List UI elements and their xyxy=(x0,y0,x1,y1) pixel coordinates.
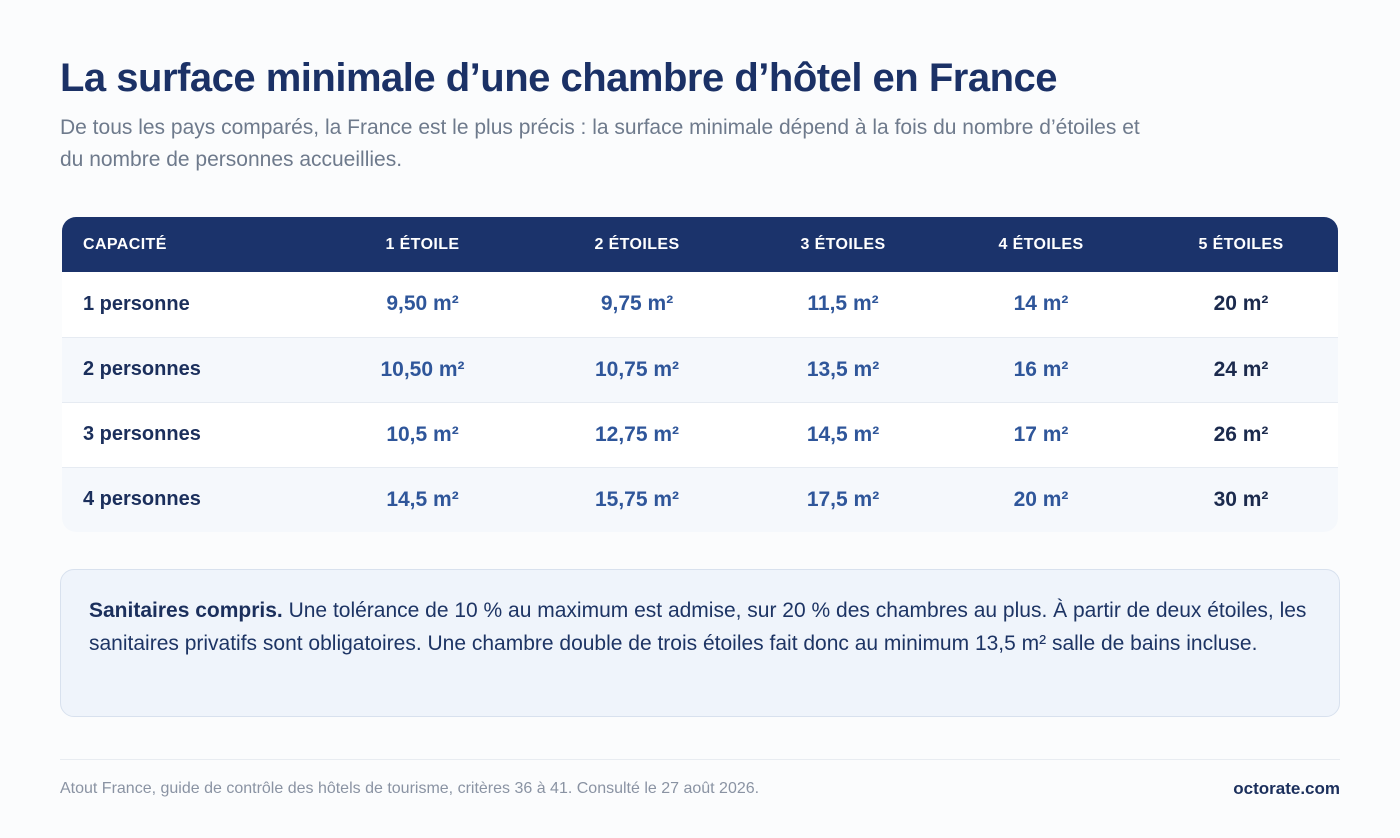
sanitary-note-box: Sanitaires compris. Une tolérance de 10 … xyxy=(60,569,1340,717)
cell-3-stars: 13,5 m² xyxy=(806,357,880,381)
table-row: 1 personne 9,50 m² 9,75 m² 11,5 m² 14 m²… xyxy=(62,272,1338,337)
cell-3-stars: 11,5 m² xyxy=(807,292,879,316)
cell-4-stars: 16 m² xyxy=(1013,357,1069,381)
header-1-star: 1 ÉTOILE xyxy=(385,235,460,253)
cell-1-star: 10,50 m² xyxy=(380,357,465,381)
header-4-stars: 4 ÉTOILES xyxy=(998,235,1084,253)
header-5-stars: 5 ÉTOILES xyxy=(1198,235,1284,253)
table-header-row: CAPACITÉ 1 ÉTOILE 2 ÉTOILES 3 ÉTOILES 4 … xyxy=(62,217,1338,272)
note-text: Une tolérance de 10 % au maximum est adm… xyxy=(89,599,1307,655)
source-citation: Atout France, guide de contrôle des hôte… xyxy=(60,780,760,797)
brand-link[interactable]: octorate.com xyxy=(1233,779,1340,798)
cell-1-star: 14,5 m² xyxy=(386,487,459,511)
header-3-stars: 3 ÉTOILES xyxy=(800,235,886,253)
cell-2-stars: 15,75 m² xyxy=(594,487,680,511)
page: La surface minimale d’une chambre d’hôte… xyxy=(60,0,1340,838)
row-capacity: 3 personnes xyxy=(83,423,201,445)
cell-5-stars: 20 m² xyxy=(1213,292,1269,316)
surface-table-container: CAPACITÉ 1 ÉTOILE 2 ÉTOILES 3 ÉTOILES 4 … xyxy=(62,217,1338,532)
cell-4-stars: 20 m² xyxy=(1013,487,1069,511)
page-title: La surface minimale d’une chambre d’hôte… xyxy=(60,56,1058,100)
cell-2-stars: 12,75 m² xyxy=(594,422,680,446)
cell-5-stars: 26 m² xyxy=(1213,422,1269,446)
cell-4-stars: 14 m² xyxy=(1013,292,1069,316)
header-capacity: CAPACITÉ xyxy=(83,235,167,253)
cell-2-stars: 9,75 m² xyxy=(600,292,674,316)
cell-4-stars: 17 m² xyxy=(1013,422,1069,446)
row-capacity: 2 personnes xyxy=(83,358,201,380)
table-row: 4 personnes 14,5 m² 15,75 m² 17,5 m² 20 … xyxy=(62,467,1338,532)
cell-3-stars: 14,5 m² xyxy=(806,422,880,446)
cell-1-star: 10,5 m² xyxy=(386,422,459,446)
cell-1-star: 9,50 m² xyxy=(386,292,459,316)
surface-table: CAPACITÉ 1 ÉTOILE 2 ÉTOILES 3 ÉTOILES 4 … xyxy=(62,217,1338,532)
cell-5-stars: 30 m² xyxy=(1213,487,1269,511)
table-row: 2 personnes 10,50 m² 10,75 m² 13,5 m² 16… xyxy=(62,337,1338,402)
table-row: 3 personnes 10,5 m² 12,75 m² 14,5 m² 17 … xyxy=(62,402,1338,467)
cell-5-stars: 24 m² xyxy=(1213,357,1269,381)
cell-2-stars: 10,75 m² xyxy=(594,357,680,381)
header-2-stars: 2 ÉTOILES xyxy=(594,235,680,253)
row-capacity: 4 personnes xyxy=(83,488,201,511)
cell-3-stars: 17,5 m² xyxy=(806,487,880,511)
footer-divider xyxy=(60,759,1340,760)
page-subtitle: De tous les pays comparés, la France est… xyxy=(60,116,1140,171)
note-lead: Sanitaires compris. xyxy=(89,599,283,622)
row-capacity: 1 personne xyxy=(83,292,190,315)
